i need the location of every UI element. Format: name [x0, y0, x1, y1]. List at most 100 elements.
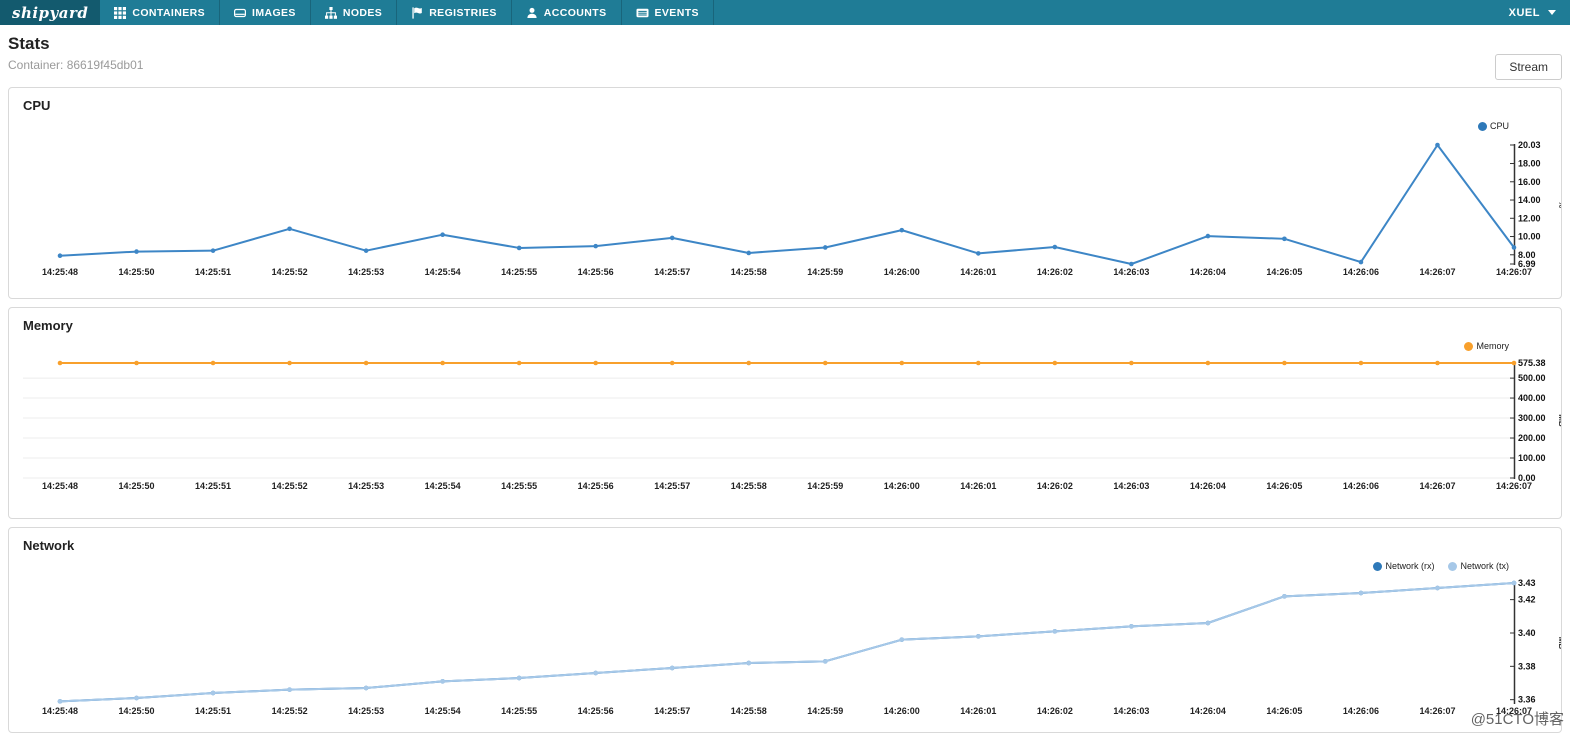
svg-text:14:25:56: 14:25:56: [578, 706, 614, 716]
svg-text:14:26:04: 14:26:04: [1190, 481, 1226, 491]
svg-text:14:25:53: 14:25:53: [348, 706, 384, 716]
network-legend: Network (rx) Network (tx): [1373, 561, 1509, 571]
svg-text:14.00: 14.00: [1518, 195, 1541, 205]
svg-text:14:25:55: 14:25:55: [501, 481, 537, 491]
cpu-legend-dot: [1477, 121, 1487, 131]
svg-text:14:25:51: 14:25:51: [195, 706, 231, 716]
svg-text:14:25:53: 14:25:53: [348, 267, 384, 277]
memory-panel-title: Memory: [23, 318, 73, 333]
nav-item-registries[interactable]: REGISTRIES: [397, 0, 512, 25]
svg-text:14:26:02: 14:26:02: [1037, 706, 1073, 716]
nav-item-label: ACCOUNTS: [543, 6, 607, 19]
svg-text:14:25:59: 14:25:59: [807, 706, 843, 716]
nav-item-containers[interactable]: CONTAINERS: [100, 0, 221, 25]
nav-item-nodes[interactable]: NODES: [311, 0, 398, 25]
svg-text:14:25:50: 14:25:50: [119, 267, 155, 277]
svg-text:14:26:01: 14:26:01: [960, 481, 996, 491]
legend-item-memory: Memory: [1464, 341, 1509, 351]
svg-text:14:25:55: 14:25:55: [501, 706, 537, 716]
svg-text:3.40: 3.40: [1518, 628, 1536, 638]
cpu-line-chart: 20.03 18.00 16.00 14.00 12.00 10.00 8.006.99% 1…: [42, 140, 1561, 277]
svg-text:14:25:57: 14:25:57: [654, 481, 690, 491]
sitemap-icon: [324, 6, 337, 19]
svg-text:14:25:53: 14:25:53: [348, 481, 384, 491]
svg-text:14:26:06: 14:26:06: [1343, 706, 1379, 716]
svg-text:3.36: 3.36: [1518, 695, 1536, 705]
container-id-subtitle: Container: 86619f45db01: [8, 58, 144, 72]
svg-text:14:26:03: 14:26:03: [1113, 481, 1149, 491]
svg-text:14:25:52: 14:25:52: [272, 267, 308, 277]
svg-text:14:26:04: 14:26:04: [1190, 706, 1226, 716]
svg-text:20.03: 20.03: [1518, 140, 1541, 150]
svg-text:14:26:06: 14:26:06: [1343, 267, 1379, 277]
svg-text:14:26:05: 14:26:05: [1266, 267, 1302, 277]
nav-item-accounts[interactable]: ACCOUNTS: [512, 0, 622, 25]
svg-text:14:25:52: 14:25:52: [272, 706, 308, 716]
svg-text:MB: MB: [1557, 637, 1561, 650]
nav-item-images[interactable]: IMAGES: [220, 0, 311, 25]
chevron-down-icon: [1548, 10, 1556, 15]
shipyard-logo[interactable]: shipyard: [0, 0, 101, 25]
svg-text:14:26:02: 14:26:02: [1037, 481, 1073, 491]
memory-legend: Memory: [1464, 341, 1509, 351]
svg-text:3.38: 3.38: [1518, 661, 1536, 671]
svg-text:3.42: 3.42: [1518, 595, 1536, 605]
svg-text:14:26:05: 14:26:05: [1266, 706, 1302, 716]
page-header: Stats Container: 86619f45db01 Stream: [0, 25, 1570, 87]
svg-text:200.00: 200.00: [1518, 433, 1546, 443]
svg-text:14:25:58: 14:25:58: [731, 706, 767, 716]
svg-text:14:25:56: 14:25:56: [578, 267, 614, 277]
cpu-panel: CPU CPU 20.03 18.00 16.00 14.00 12.00 10.00 8.…: [8, 87, 1562, 299]
svg-text:14:25:51: 14:25:51: [195, 481, 231, 491]
svg-text:14:25:52: 14:25:52: [272, 481, 308, 491]
network-panel-title: Network: [23, 538, 75, 553]
svg-text:14:26:00: 14:26:00: [884, 481, 920, 491]
svg-text:0.00: 0.00: [1518, 473, 1536, 483]
nav-item-label: EVENTS: [654, 6, 699, 19]
svg-text:14:25:57: 14:25:57: [654, 267, 690, 277]
svg-text:14:25:57: 14:25:57: [654, 706, 690, 716]
list-icon: [636, 7, 649, 19]
svg-text:14:26:07: 14:26:07: [1419, 267, 1455, 277]
nav-item-label: IMAGES: [252, 6, 296, 19]
svg-text:575.38: 575.38: [1518, 358, 1546, 368]
nav-item-label: CONTAINERS: [132, 6, 206, 19]
svg-text:14:26:01: 14:26:01: [960, 267, 996, 277]
svg-text:14:25:50: 14:25:50: [119, 706, 155, 716]
memory-panel: Memory Memory 575.38 500.00 400.00 300.00 20…: [8, 307, 1562, 519]
memory-legend-dot: [1464, 341, 1474, 351]
svg-text:14:25:48: 14:25:48: [42, 706, 78, 716]
page-title: Stats: [8, 34, 50, 53]
disk-icon: [234, 7, 247, 19]
user-icon: [526, 7, 538, 19]
svg-text:14:26:06: 14:26:06: [1343, 481, 1379, 491]
user-menu[interactable]: XUEL: [1495, 0, 1570, 25]
svg-text:14:25:54: 14:25:54: [425, 267, 461, 277]
flag-icon: [411, 6, 423, 19]
svg-text:14:26:07: 14:26:07: [1419, 481, 1455, 491]
svg-text:14:26:07: 14:26:07: [1419, 706, 1455, 716]
svg-text:14:25:54: 14:25:54: [425, 481, 461, 491]
svg-text:14:25:56: 14:25:56: [578, 481, 614, 491]
svg-text:400.00: 400.00: [1518, 393, 1546, 403]
stream-button[interactable]: Stream: [1495, 54, 1562, 80]
network-tx-legend-dot: [1448, 561, 1458, 571]
network-line-chart: 3.43 3.42 3.40 3.38 3.36 MB 14:25:48 14:25:50 14…: [42, 578, 1561, 716]
svg-text:14:26:00: 14:26:00: [884, 706, 920, 716]
nav-item-events[interactable]: EVENTS: [622, 0, 714, 25]
cpu-legend: CPU: [1477, 121, 1509, 131]
svg-text:14:26:05: 14:26:05: [1266, 481, 1302, 491]
svg-text:10.00: 10.00: [1518, 232, 1541, 242]
legend-item-network-tx: Network (tx): [1448, 561, 1509, 571]
legend-label: Network (tx): [1460, 561, 1509, 571]
legend-label: Network (rx): [1385, 561, 1435, 571]
nav-item-label: NODES: [342, 6, 383, 19]
svg-text:MB: MB: [1557, 414, 1561, 427]
svg-text:14:25:58: 14:25:58: [731, 267, 767, 277]
nav-spacer: [714, 0, 1495, 25]
svg-text:14:25:51: 14:25:51: [195, 267, 231, 277]
legend-label: Memory: [1476, 341, 1509, 351]
network-panel: Network Network (rx) Network (tx) 3.43 3.…: [8, 527, 1562, 733]
legend-label: CPU: [1489, 121, 1509, 131]
svg-text:18.00: 18.00: [1518, 159, 1541, 169]
